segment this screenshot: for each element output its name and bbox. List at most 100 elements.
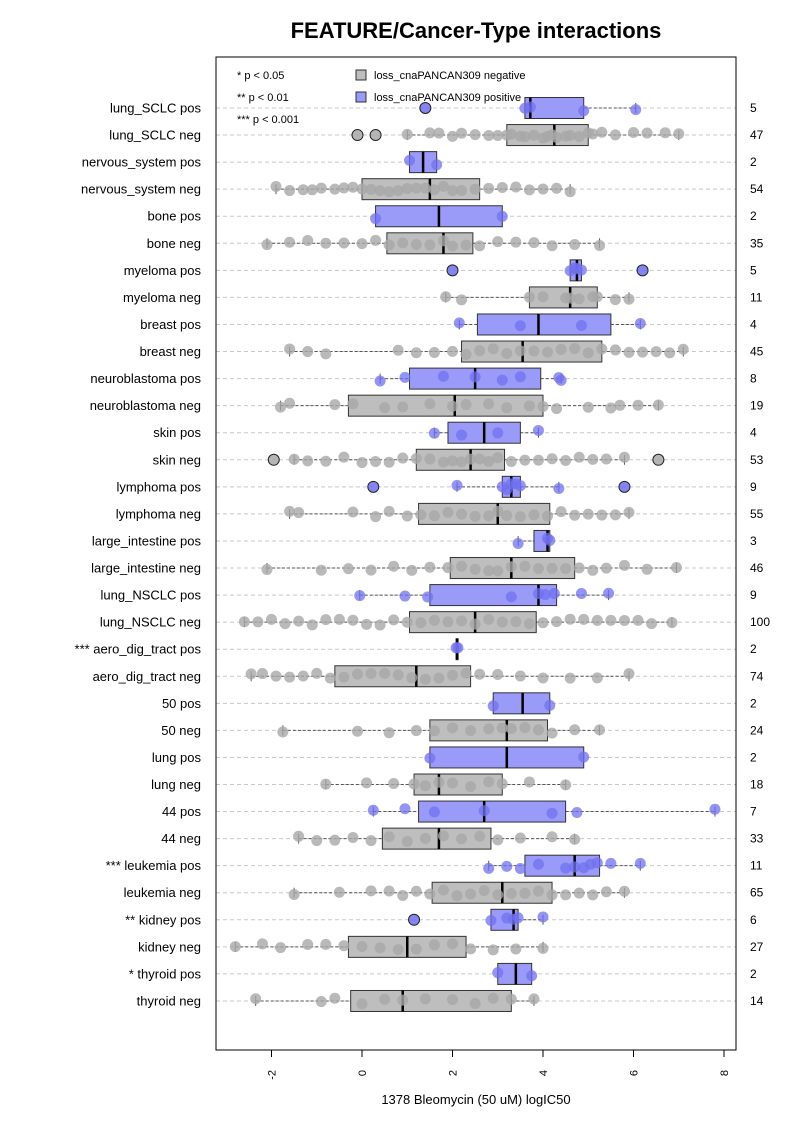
data-point <box>245 668 257 680</box>
data-point <box>440 291 452 303</box>
data-point <box>532 454 544 466</box>
data-point <box>370 511 382 523</box>
data-point <box>519 131 531 143</box>
data-point <box>302 234 314 246</box>
data-point <box>670 562 682 574</box>
data-point <box>410 182 422 194</box>
data-point <box>659 127 671 139</box>
data-point <box>401 128 413 140</box>
data-point <box>483 129 495 141</box>
data-point <box>483 776 495 788</box>
data-point <box>485 915 497 927</box>
data-point <box>374 619 386 631</box>
data-point <box>428 614 440 626</box>
data-point <box>415 509 427 521</box>
data-point <box>596 126 608 138</box>
data-point <box>356 456 368 468</box>
data-point <box>437 370 449 382</box>
data-point <box>410 885 422 897</box>
category-label: neuroblastoma neg <box>90 398 201 413</box>
data-point <box>551 131 563 143</box>
data-point <box>514 511 526 523</box>
data-point <box>609 509 621 521</box>
outlier-point <box>652 453 665 466</box>
data-point <box>560 779 572 791</box>
data-point <box>456 456 468 468</box>
data-point <box>569 724 581 736</box>
data-point <box>451 479 463 491</box>
data-point <box>603 587 615 599</box>
data-point <box>526 970 538 982</box>
category-label: lung_NSCLC neg <box>100 615 201 630</box>
outlier-point <box>408 913 421 926</box>
data-point <box>514 670 526 682</box>
data-point <box>646 618 658 630</box>
category-label: skin neg <box>153 452 201 467</box>
data-point <box>532 724 544 736</box>
category-label: nervous_system pos <box>82 155 202 170</box>
data-point <box>460 349 472 361</box>
data-point <box>437 884 449 896</box>
outlier-point <box>351 129 364 142</box>
data-point <box>555 343 567 355</box>
data-point <box>465 888 477 900</box>
category-label: 50 neg <box>161 723 201 738</box>
data-point <box>623 346 635 358</box>
category-label: 50 pos <box>162 696 202 711</box>
x-tick-label: 2 <box>448 1070 460 1076</box>
data-point <box>356 238 368 250</box>
data-point <box>650 346 662 358</box>
data-point <box>275 401 287 413</box>
sample-count-label: 27 <box>750 940 764 954</box>
data-point <box>591 291 603 303</box>
data-point <box>342 563 354 575</box>
sample-count-label: 33 <box>750 832 764 846</box>
data-point <box>569 509 581 521</box>
data-point <box>447 400 458 412</box>
data-point <box>523 618 535 630</box>
data-point <box>456 429 468 441</box>
data-point <box>532 885 544 897</box>
data-point <box>306 619 318 631</box>
data-point <box>641 127 653 139</box>
data-point <box>487 992 499 1004</box>
data-point <box>528 237 540 249</box>
data-point <box>573 562 585 574</box>
data-point <box>374 185 386 197</box>
data-point <box>492 427 504 439</box>
data-point <box>367 804 379 816</box>
data-point <box>587 453 599 465</box>
data-point <box>383 456 395 468</box>
data-point <box>399 371 411 383</box>
category-label: lymphoma neg <box>116 506 201 521</box>
data-point <box>591 857 603 869</box>
category-label: lung_NSCLC pos <box>101 588 202 603</box>
sample-count-label: 2 <box>750 967 757 981</box>
data-point <box>431 159 443 171</box>
data-point <box>573 293 585 305</box>
data-point <box>408 778 420 790</box>
data-point <box>465 781 477 793</box>
sample-count-label: 4 <box>750 317 757 331</box>
data-point <box>338 671 350 683</box>
data-point <box>469 563 481 575</box>
data-point <box>487 343 499 355</box>
category-label: lymphoma pos <box>116 479 201 494</box>
data-point <box>483 398 495 410</box>
data-point <box>569 343 581 355</box>
data-point <box>424 127 436 139</box>
data-point <box>569 833 581 845</box>
data-point <box>523 184 535 196</box>
data-point <box>709 803 721 815</box>
data-point <box>347 614 359 626</box>
data-point <box>582 508 594 520</box>
data-point <box>571 807 583 819</box>
data-point <box>424 888 436 900</box>
data-point <box>605 614 617 626</box>
data-point <box>383 885 395 897</box>
significance-legend-entry: *** p < 0.001 <box>237 114 299 126</box>
data-point <box>501 860 513 872</box>
data-point <box>587 889 599 901</box>
data-point <box>338 451 350 463</box>
